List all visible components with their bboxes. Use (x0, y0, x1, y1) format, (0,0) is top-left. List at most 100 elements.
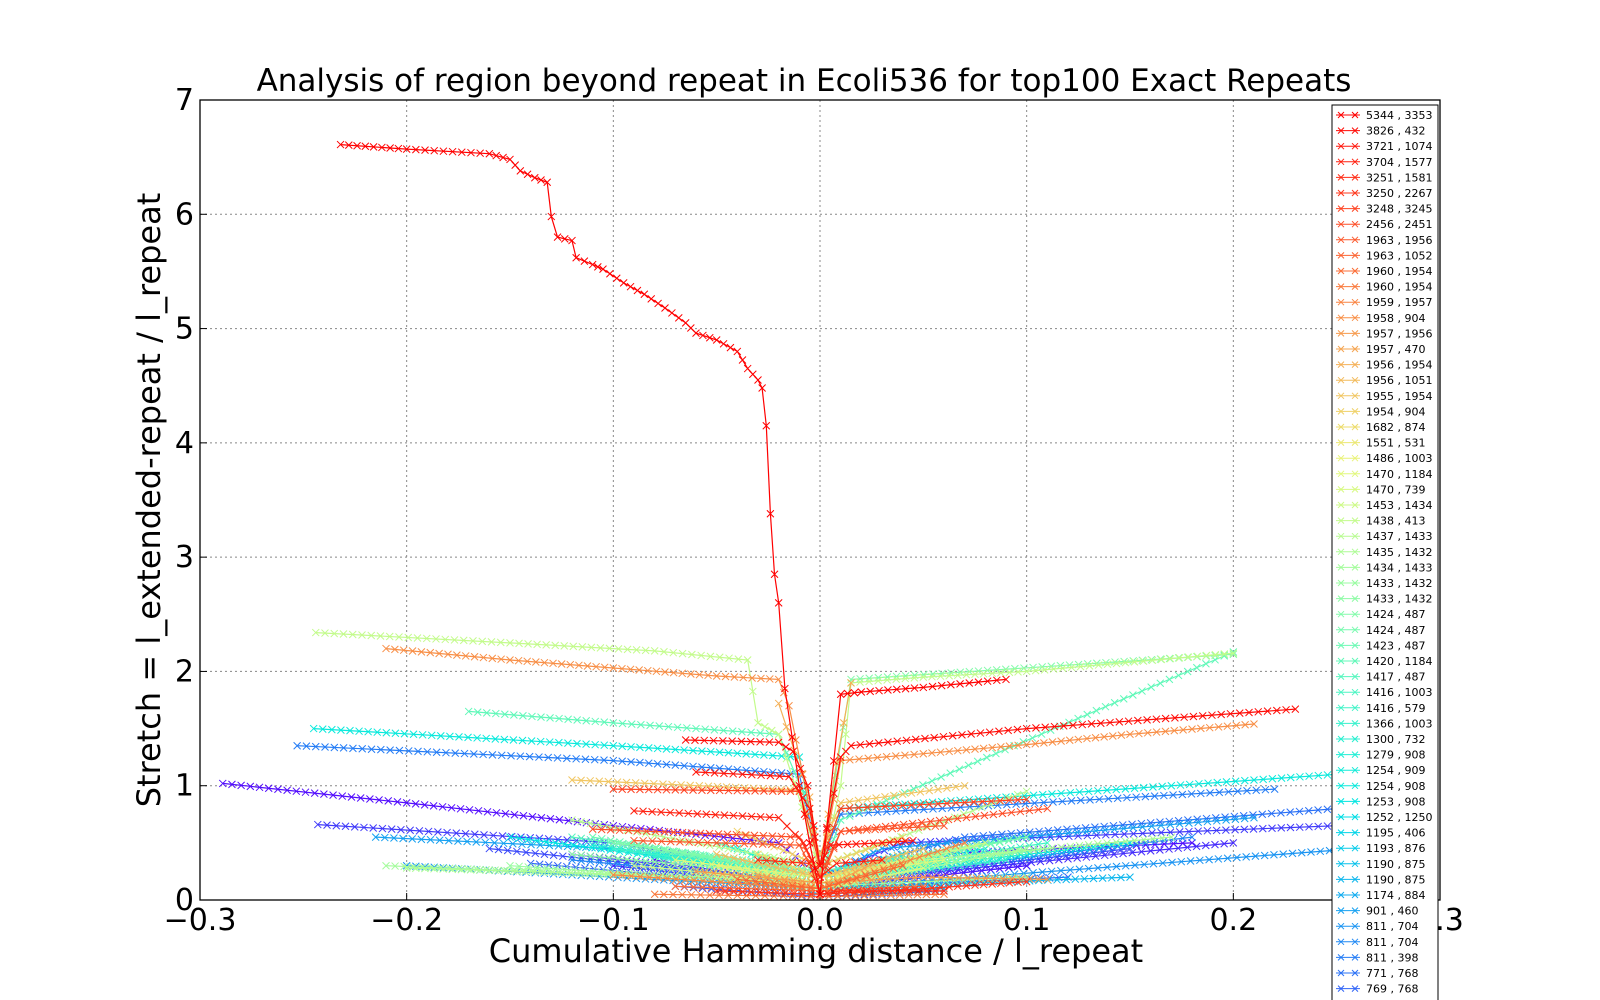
series-marker (1351, 283, 1359, 290)
series-marker (672, 847, 681, 856)
series-marker (698, 859, 707, 868)
series-marker (1261, 785, 1270, 794)
series-marker (1337, 891, 1345, 899)
legend-label: 1957 , 1956 (1366, 327, 1432, 340)
series-marker (1222, 778, 1231, 786)
series-marker (473, 734, 481, 742)
series-marker (740, 839, 749, 848)
series-marker (862, 872, 870, 880)
series-marker (498, 832, 507, 840)
series-marker (963, 874, 972, 882)
series-marker (689, 746, 697, 755)
series-marker (615, 826, 624, 835)
series-marker (937, 873, 945, 882)
series-marker (1323, 805, 1332, 814)
series-marker (411, 864, 420, 873)
series-marker (572, 754, 580, 763)
series-marker (636, 842, 645, 851)
legend-entry: 1438 , 413 (1336, 515, 1425, 528)
series-marker (781, 889, 790, 897)
series-marker (834, 879, 843, 888)
series-marker (696, 829, 705, 838)
series-marker (885, 838, 894, 847)
series-marker (971, 812, 980, 821)
series-marker (1351, 751, 1359, 758)
series-marker (618, 785, 627, 794)
series-marker (1291, 705, 1300, 713)
series-marker (747, 728, 755, 737)
series-marker (1337, 174, 1345, 181)
series-marker (953, 882, 962, 891)
series-marker (1337, 782, 1345, 790)
legend-label: 1955 , 1954 (1366, 390, 1432, 403)
series-marker (874, 739, 883, 747)
series-marker (892, 807, 900, 815)
series-marker (537, 713, 545, 721)
series-marker (516, 167, 525, 175)
series-marker (1078, 720, 1087, 729)
series-marker (1220, 651, 1229, 659)
series-marker (685, 838, 693, 846)
series-marker (661, 668, 669, 676)
series-marker (914, 823, 923, 831)
series-marker (237, 781, 245, 790)
legend-label: 1960 , 1954 (1366, 281, 1432, 294)
series-marker (1152, 728, 1161, 736)
series-marker (925, 800, 934, 809)
series-marker (915, 841, 924, 850)
series-marker (503, 846, 512, 855)
series-marker (738, 887, 747, 896)
series-marker (641, 857, 650, 865)
series-marker (507, 832, 516, 841)
series-marker (1130, 784, 1139, 793)
series-marker (1337, 548, 1345, 556)
series-marker (946, 873, 954, 882)
series-marker (803, 781, 812, 790)
legend-entry: 1300 , 732 (1336, 733, 1425, 746)
series-marker (457, 148, 466, 157)
series-marker (712, 672, 721, 680)
series-marker (660, 828, 669, 836)
series-marker (591, 717, 600, 726)
legend-label: 1960 , 1954 (1366, 265, 1432, 278)
series-marker (497, 751, 506, 760)
series-marker (568, 236, 576, 245)
series-marker (577, 776, 585, 785)
series-marker (902, 736, 911, 745)
series-marker (758, 840, 767, 848)
series-marker (862, 887, 871, 895)
series-marker (1295, 823, 1304, 832)
series-marker (445, 864, 454, 873)
legend-entry: 1486 , 1003 (1336, 452, 1432, 465)
series-marker (1351, 330, 1359, 337)
series-marker (933, 840, 942, 848)
series-marker (968, 806, 977, 815)
series-marker (924, 840, 933, 849)
series-marker (983, 677, 992, 686)
series-marker (898, 861, 907, 870)
legend-entry: 1963 , 1052 (1336, 249, 1432, 262)
series-marker (1169, 791, 1177, 799)
legend-entry: 1420 , 1184 (1336, 655, 1432, 668)
series-marker (358, 631, 366, 639)
series-marker (696, 839, 705, 848)
series-marker (1337, 985, 1345, 992)
series-marker (533, 640, 541, 649)
series-marker (678, 849, 687, 858)
series-marker (583, 662, 592, 670)
series-marker (395, 746, 404, 755)
series-marker (721, 839, 730, 847)
series-marker (630, 836, 638, 845)
legend-label: 1195 , 406 (1366, 827, 1425, 840)
series-marker (692, 329, 700, 337)
series-marker (928, 749, 936, 757)
series-marker (779, 857, 788, 866)
series-marker (1013, 725, 1022, 734)
series-marker (1115, 718, 1124, 726)
series-marker (892, 685, 901, 694)
series-marker (715, 748, 724, 757)
series-marker (1211, 650, 1220, 659)
series-marker (678, 860, 687, 869)
series-marker (1188, 833, 1196, 841)
series-marker (1175, 820, 1184, 828)
